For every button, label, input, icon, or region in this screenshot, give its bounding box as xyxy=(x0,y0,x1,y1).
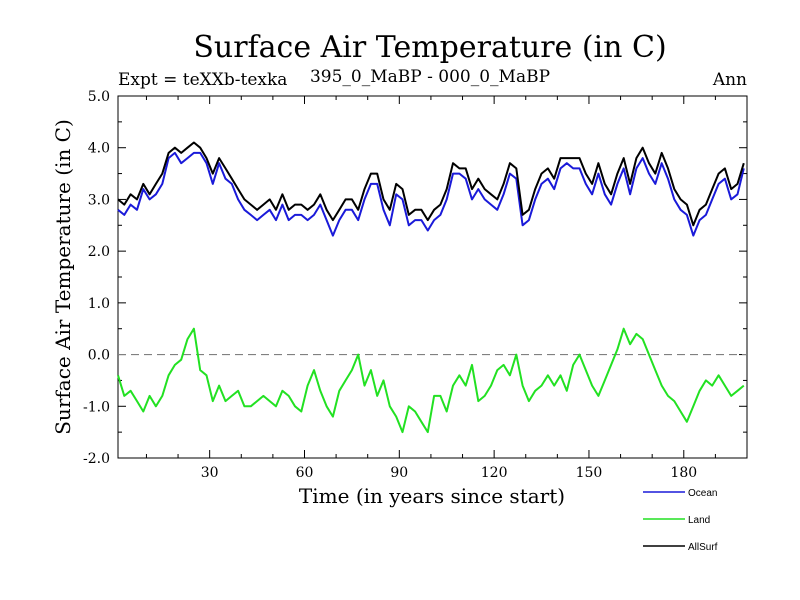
period-label: 395_0_MaBP - 000_0_MaBP xyxy=(310,67,550,87)
legend-label-ocean: Ocean xyxy=(688,488,717,499)
x-axis-label: Time (in years since start) xyxy=(299,484,565,508)
y-tick-label: -1.0 xyxy=(83,399,110,415)
season-label: Ann xyxy=(712,70,747,90)
x-tick-label: 30 xyxy=(201,465,219,481)
y-tick-label: 2.0 xyxy=(88,244,110,260)
x-tick-label: 150 xyxy=(576,465,603,481)
y-tick-label: 3.0 xyxy=(88,192,110,208)
y-tick-label: 5.0 xyxy=(88,89,110,105)
legend-label-allsurf: AllSurf xyxy=(688,542,718,553)
y-tick-label: 1.0 xyxy=(88,296,110,312)
series-line-allsurf xyxy=(117,141,745,227)
series-lines xyxy=(117,141,745,434)
x-axis: 30 60 90 120 150 180 xyxy=(145,96,716,481)
x-tick-label: 120 xyxy=(481,465,508,481)
y-tick-label: 0.0 xyxy=(88,348,110,364)
x-tick-label: 60 xyxy=(296,465,314,481)
series-line-land xyxy=(117,327,745,434)
chart-title: Surface Air Temperature (in C) xyxy=(193,30,666,65)
y-axis: -2.0 -1.0 0.0 1.0 2.0 3.0 4.0 5.0 xyxy=(83,89,747,467)
x-tick-label: 180 xyxy=(670,465,697,481)
y-axis-label: Surface Air Temperature (in C) xyxy=(51,119,75,435)
legend-label-land: Land xyxy=(688,515,710,526)
y-tick-label: 4.0 xyxy=(88,141,110,157)
experiment-label: Expt = teXXb-texka xyxy=(118,70,287,90)
series-line-ocean xyxy=(117,151,745,237)
x-tick-label: 90 xyxy=(390,465,408,481)
legend: Ocean Land AllSurf xyxy=(643,488,718,553)
y-tick-label: -2.0 xyxy=(83,451,110,467)
